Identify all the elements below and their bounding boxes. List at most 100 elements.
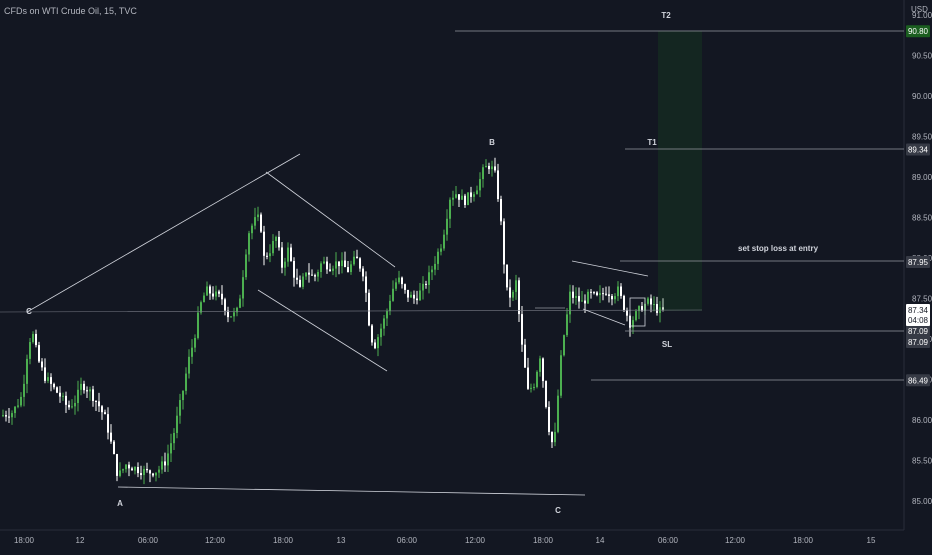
candle-body	[608, 294, 610, 296]
time-tick-label: 18:00	[273, 536, 294, 545]
candle-body	[83, 383, 85, 391]
candle-body	[95, 400, 97, 402]
candle-body	[317, 272, 319, 277]
candle-body	[440, 248, 442, 252]
candle-body	[614, 296, 616, 300]
time-axis[interactable]: 18:00 12 06:00 12:00 18:00 13 06:00 12:00 18:00 1…	[14, 536, 876, 545]
candle-body	[482, 167, 484, 180]
candle-body	[452, 197, 454, 200]
candle-body	[662, 307, 664, 310]
candle-body	[65, 395, 67, 405]
candle-body	[554, 431, 556, 443]
candle-body	[275, 236, 277, 242]
price-badge	[906, 336, 930, 348]
candle-body	[92, 389, 94, 401]
time-tick-label: 06:00	[397, 536, 418, 545]
candle-body	[272, 241, 274, 254]
wave-label-b: B	[489, 138, 495, 147]
candle-body	[344, 260, 346, 268]
candle-body	[425, 283, 427, 285]
candle-body	[167, 453, 169, 466]
price-badge-label: 89.34	[908, 145, 929, 154]
candle-body	[53, 383, 55, 388]
level-c	[0, 309, 703, 313]
currency-label: USD	[911, 5, 928, 14]
candle-body	[164, 461, 166, 466]
time-tick-label: 12:00	[205, 536, 226, 545]
candle-body	[140, 473, 142, 476]
candle-body	[623, 295, 625, 311]
candle-body	[353, 256, 355, 265]
target-zone	[658, 31, 702, 311]
candle-body	[617, 286, 619, 297]
candle-body	[146, 468, 148, 471]
candle-body	[50, 377, 52, 384]
candle-body	[542, 358, 544, 382]
candle-body	[551, 432, 553, 443]
candle-body	[455, 194, 457, 198]
entry-box	[629, 297, 646, 327]
price-tick-label: 85.50	[912, 457, 932, 466]
candle-body	[416, 298, 418, 301]
symbol-title: CFDs on WTI Crude Oil, 15, TVC	[4, 6, 137, 16]
candle-body	[17, 405, 19, 407]
candle-body	[419, 290, 421, 301]
candle-body	[395, 282, 397, 289]
candle-body	[296, 277, 298, 280]
candle-body	[284, 261, 286, 268]
candle-body	[572, 291, 574, 298]
candle-body	[257, 214, 259, 218]
candle-body	[56, 387, 58, 393]
candle-body	[125, 464, 127, 470]
time-tick-label: 12:00	[725, 536, 746, 545]
text-labels: C A B C T2 T1 SL set stop loss at entry	[26, 11, 818, 515]
candle-body	[521, 314, 523, 345]
candle-body	[23, 383, 25, 397]
candle-body	[68, 404, 70, 408]
candle-body	[212, 293, 214, 297]
price-axis[interactable]: 85.0085.5086.0086.5087.0087.5088.0088.50…	[906, 5, 932, 506]
wave-label-c1: C	[26, 307, 32, 316]
candle-body	[191, 347, 193, 357]
candle-body	[371, 325, 373, 343]
candle-body	[563, 335, 565, 356]
candle-body	[113, 441, 115, 455]
price-badge	[906, 256, 930, 269]
target-label-t1: T1	[647, 138, 657, 147]
candle-body	[341, 260, 343, 267]
price-badge-label: 87.95	[908, 258, 929, 267]
candle-body	[560, 355, 562, 396]
candle-body	[86, 390, 88, 392]
candle-body	[143, 468, 145, 476]
candle-body	[74, 402, 76, 407]
candle-body	[539, 358, 541, 372]
candle-body	[632, 320, 634, 328]
candle-body	[620, 286, 622, 296]
candle-body	[626, 310, 628, 316]
candle-body	[575, 296, 577, 298]
time-tick-label: 12	[76, 536, 85, 545]
candle-body	[38, 345, 40, 362]
candle-body	[446, 218, 448, 235]
candle-body	[149, 470, 151, 474]
candle-body	[611, 295, 613, 300]
candle-body	[566, 314, 568, 336]
candle-body	[410, 294, 412, 298]
candle-body	[464, 195, 466, 205]
candle-body	[245, 254, 247, 278]
candle-body	[602, 293, 604, 295]
candle-body	[233, 312, 235, 317]
trendline-a-c	[117, 486, 586, 496]
candle-body	[266, 255, 268, 257]
candle-body	[470, 192, 472, 197]
candle-body	[89, 389, 91, 392]
candle-body	[647, 298, 649, 304]
candle-body	[548, 406, 550, 433]
candle-body	[494, 166, 496, 171]
candle-body	[404, 284, 406, 290]
candle-body	[218, 291, 220, 294]
candle-body	[557, 395, 559, 432]
candle-body	[221, 293, 223, 300]
